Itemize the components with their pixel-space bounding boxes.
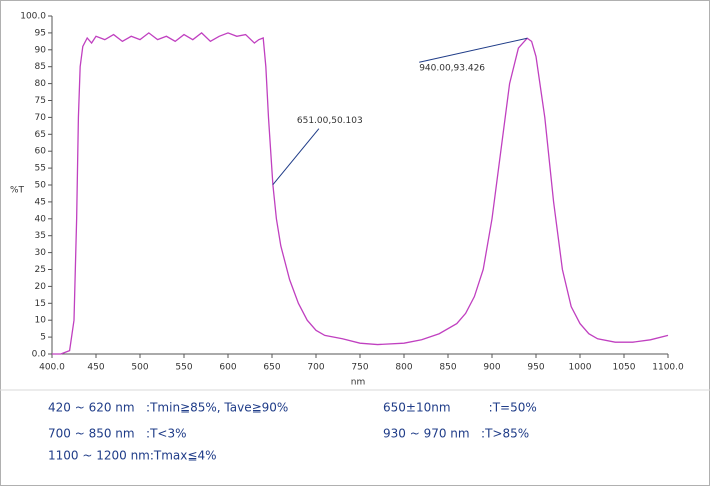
x-tick-label: 600 xyxy=(219,363,236,373)
y-tick-label: 90 xyxy=(35,45,47,55)
spec: 650±10nm :T=50% xyxy=(383,401,537,415)
annotation: 940.00,93.426 xyxy=(419,64,485,74)
annotation: 651.00,50.103 xyxy=(297,116,363,126)
y-tick-label: 65 xyxy=(35,130,46,140)
x-axis-label: nm xyxy=(351,378,365,388)
y-tick-label: 85 xyxy=(35,62,46,72)
spec: 700 ~ 850 nm :T<3% xyxy=(48,427,187,441)
x-tick-label: 1100.0 xyxy=(652,363,684,373)
y-tick-label: 30 xyxy=(35,248,47,258)
x-tick-label: 1050 xyxy=(613,363,636,373)
y-tick-label: 75 xyxy=(35,96,46,106)
y-tick-label: 70 xyxy=(35,113,47,123)
x-tick-label: 550 xyxy=(175,363,192,373)
x-tick-label: 700 xyxy=(307,363,324,373)
x-tick-label: 650 xyxy=(263,363,280,373)
y-tick-label: 100.0 xyxy=(20,12,46,22)
x-tick-label: 850 xyxy=(439,363,456,373)
y-tick-label: 20 xyxy=(35,282,47,292)
x-tick-label: 800 xyxy=(395,363,412,373)
y-tick-label: 45 xyxy=(35,197,46,207)
y-tick-label: 55 xyxy=(35,164,46,174)
y-tick-label: 95 xyxy=(35,28,46,38)
y-tick-label: 50 xyxy=(35,181,47,191)
y-axis-label: %T xyxy=(10,186,25,196)
x-tick-label: 750 xyxy=(351,363,368,373)
series-line xyxy=(52,32,669,355)
spec: 1100 ~ 1200 nm:Tmax≦4% xyxy=(48,449,216,463)
x-tick-label: 900 xyxy=(483,363,500,373)
annotation-leader xyxy=(272,128,320,185)
y-tick-label: 40 xyxy=(35,214,47,224)
spec: 420 ~ 620 nm :Tmin≧85%, Tave≧90% xyxy=(48,401,288,415)
y-tick-label: 60 xyxy=(35,147,47,157)
x-tick-label: 450 xyxy=(87,363,104,373)
spec: 930 ~ 970 nm :T>85% xyxy=(383,427,529,441)
x-tick-label: 500 xyxy=(131,363,148,373)
y-tick-label: 10 xyxy=(35,316,47,326)
y-tick-label: 35 xyxy=(35,231,46,241)
y-tick-label: 80 xyxy=(35,79,47,89)
x-tick-label: 1000 xyxy=(569,363,592,373)
x-tick-label: 400.0 xyxy=(39,363,65,373)
y-tick-label: 25 xyxy=(35,265,46,275)
y-tick-label: 5 xyxy=(40,333,46,343)
y-tick-label: 0.0 xyxy=(32,350,47,360)
annotation-leader xyxy=(419,37,528,63)
y-tick-label: 15 xyxy=(35,299,46,309)
x-tick-label: 950 xyxy=(527,363,544,373)
